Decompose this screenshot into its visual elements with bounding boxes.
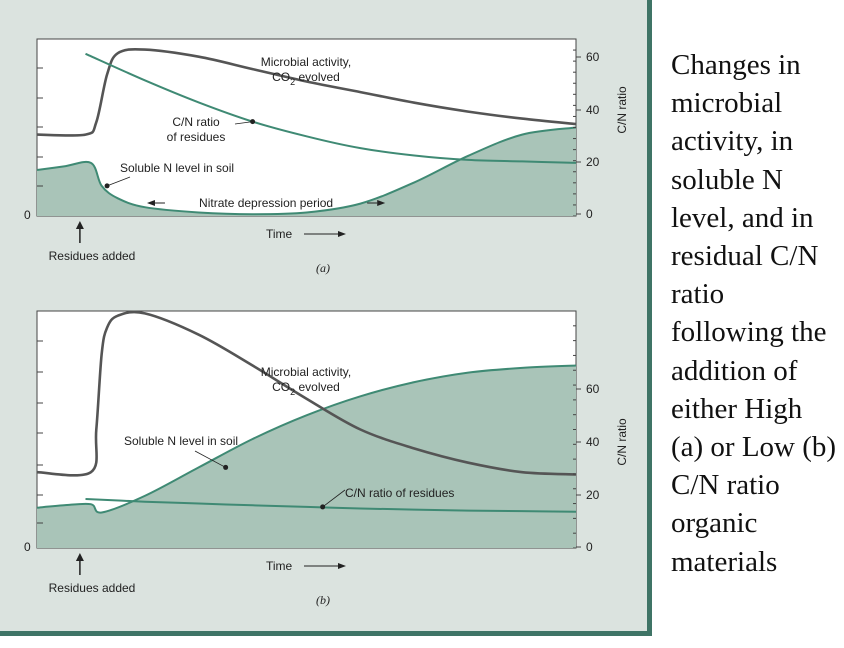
right-axis-label: C/N ratio	[615, 86, 629, 134]
residues-added-label: Residues added	[49, 581, 136, 595]
soluble-n-leader	[106, 176, 131, 187]
x-axis-label: Time	[266, 559, 293, 573]
right-tick-label: 60	[586, 382, 600, 396]
x-axis-label: Time	[266, 227, 293, 241]
chart-panel-b: 0 20 40 60 0 C/N ratio Microbial activity,CO2 …	[24, 310, 629, 607]
right-tick-label: 0	[586, 540, 593, 554]
period-arrow-right-head	[377, 200, 386, 206]
microbial-activity-line	[36, 310, 577, 477]
cn-ratio-label: C/N ratio	[172, 115, 220, 129]
soluble-n-leader	[194, 450, 226, 468]
right-tick-label: 40	[586, 435, 600, 449]
caption: Changes in microbial activity, in solubl…	[671, 49, 837, 578]
soluble-n-line	[36, 364, 577, 514]
soluble-n-area	[37, 127, 576, 216]
left-zero-label: 0	[24, 208, 31, 222]
panel-label: (b)	[316, 593, 330, 607]
right-axis-label: C/N ratio	[615, 418, 629, 466]
residues-arrow-head	[75, 553, 84, 561]
period-arrow-left-head	[146, 200, 155, 206]
microbial-activity-label-line2: CO2 evolved	[272, 380, 340, 397]
left-zero-label: 0	[24, 540, 31, 554]
residues-arrow-head	[75, 221, 84, 229]
soluble-n-label: Soluble N level in soil	[124, 434, 238, 448]
figure-panel: 0 20 40 60 0 C/N ratio Microbial activity, CO2 …	[0, 0, 652, 636]
panel-label: (a)	[316, 261, 330, 275]
soluble-n-line	[36, 126, 577, 216]
cn-ratio-label-line2: of residues	[167, 130, 226, 144]
cn-ratio-leader	[322, 489, 346, 508]
right-tick-label: 40	[586, 103, 600, 117]
cn-ratio-label: C/N ratio of residues	[345, 486, 454, 500]
cn-ratio-line	[85, 498, 577, 513]
right-tick-label: 20	[586, 155, 600, 169]
microbial-activity-label: Microbial activity,	[261, 55, 351, 69]
microbial-activity-line	[36, 48, 577, 137]
nitrate-depression-label: Nitrate depression period	[199, 196, 333, 210]
time-arrow-head	[338, 231, 346, 237]
microbial-activity-label: Microbial activity,	[261, 365, 351, 379]
soluble-n-label: Soluble N level in soil	[120, 161, 234, 175]
time-arrow-head	[338, 563, 346, 569]
cn-ratio-leader	[234, 121, 253, 125]
cn-ratio-line	[85, 52, 577, 164]
right-tick-label: 60	[586, 50, 600, 64]
microbial-activity-label-line2: CO2 evolved	[272, 70, 340, 87]
chart-panel-a: 0 20 40 60 0 C/N ratio Microbial activity,CO2 …	[24, 38, 629, 275]
right-tick-label: 0	[586, 207, 593, 221]
right-tick-label: 20	[586, 488, 600, 502]
residues-added-label: Residues added	[49, 249, 136, 263]
